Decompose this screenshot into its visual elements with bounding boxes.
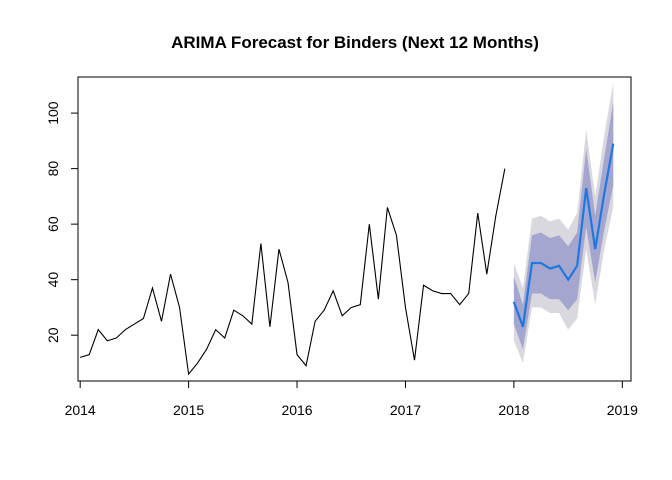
forecast-series-line — [512, 143, 615, 328]
x-tick-label: 2016 — [281, 402, 312, 418]
y-tick-label: 40 — [45, 272, 61, 288]
y-tick-label: 80 — [45, 161, 61, 177]
x-tick-label: 2017 — [390, 402, 421, 418]
x-tick-label: 2015 — [173, 402, 204, 418]
x-tick-label: 2014 — [65, 402, 96, 418]
y-axis: 20 40 60 80 100 — [45, 101, 79, 343]
forecast-bands — [513, 82, 614, 363]
y-tick-label: 100 — [45, 101, 61, 125]
x-tick-label: 2019 — [607, 402, 638, 418]
y-tick-label: 20 — [45, 327, 61, 343]
y-tick-label: 60 — [45, 216, 61, 232]
x-tick-label: 2018 — [498, 402, 529, 418]
chart-title: ARIMA Forecast for Binders (Next 12 Mont… — [171, 33, 539, 52]
forecast-band-80 — [513, 101, 614, 350]
series-lines — [80, 143, 615, 376]
observed-series-line — [80, 168, 506, 376]
x-axis: 2014 2015 2016 2017 2018 2019 — [65, 380, 638, 418]
